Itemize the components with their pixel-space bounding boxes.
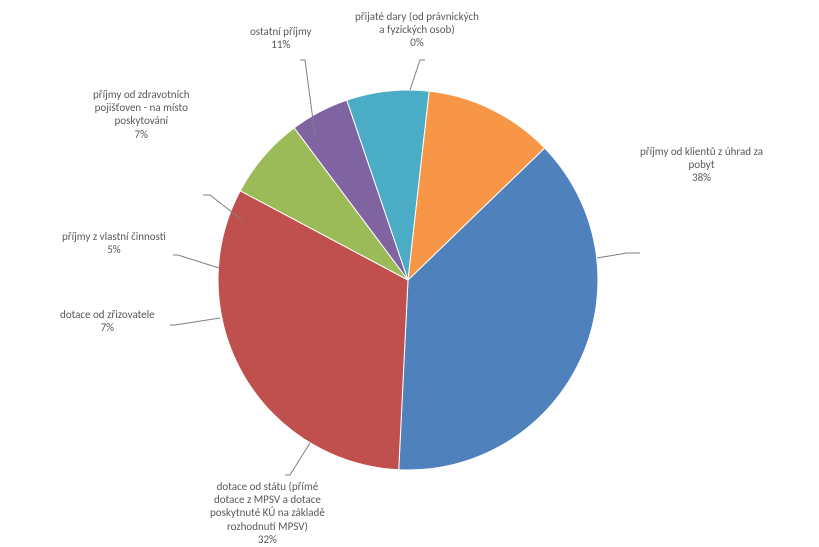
slice-label: příjmy z vlastní činnosti 5% [62,230,166,256]
leader-line [285,443,310,475]
pie-svg [0,0,819,547]
leader-line [597,253,640,258]
slice-label: dotace od zřizovatele 7% [60,308,155,334]
pie-chart: příjmy od klientů z úhrad za pobyt 38% do… [0,0,819,547]
leader-line [410,60,425,90]
slice-label: přijaté dary (od právnických a fyzických… [355,10,479,50]
slice-label: ostatní příjmy 11% [250,25,312,51]
slice-label: příjmy od klientů z úhrad za pobyt 38% [640,145,763,185]
slice-label: dotace od státu (přímé dotace z MPSV a d… [210,480,325,546]
leader-line [173,255,219,268]
slice-label: příjmy od zdravotních pojišťoven - na mí… [93,88,190,141]
leader-line [170,318,220,325]
